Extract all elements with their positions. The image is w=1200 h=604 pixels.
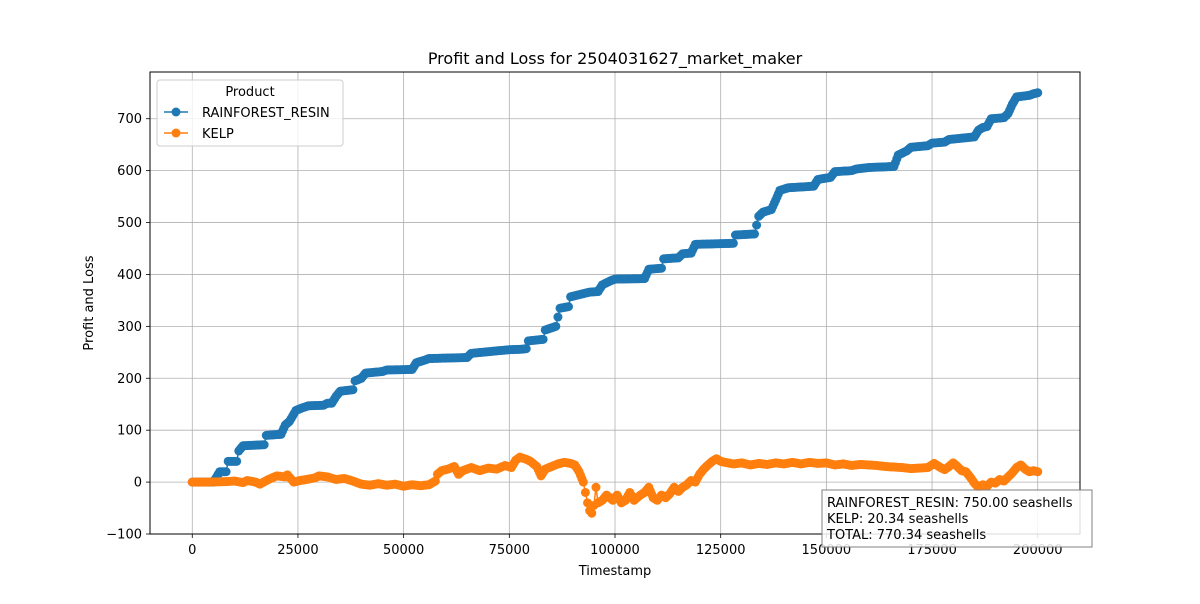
legend-label-rainforest-resin: RAINFOREST_RESIN [202,106,330,121]
legend-marker-rainforest-resin [171,107,181,117]
data-point-rainforest-resin [348,385,358,395]
legend: Product RAINFOREST_RESIN KELP [156,79,344,147]
data-point-rainforest-resin [564,302,573,312]
data-point-rainforest-resin [551,321,561,331]
data-point-rainforest-resin [521,344,531,354]
data-point-kelp [430,476,440,486]
pnl-summary-kelp: KELP: 20.34 seashells [827,512,969,527]
data-point-rainforest-resin [538,334,548,344]
data-point-kelp [1033,467,1043,477]
x-tick-label: 50000 [383,543,424,558]
data-point-rainforest-resin [752,220,762,230]
x-tick-label: 100000 [590,543,640,558]
y-axis-label: Profit and Loss [82,255,97,350]
data-point-kelp [578,477,588,487]
data-point-kelp [587,508,597,518]
data-point-rainforest-resin [221,467,231,477]
data-point-rainforest-resin [1033,88,1043,98]
series-kelp [187,452,1043,518]
pnl-summary-resin: RAINFOREST_RESIN: 750.00 seashells [827,496,1073,511]
y-tick-label: 300 [117,320,142,335]
y-tick-label: −100 [106,528,142,543]
data-point-rainforest-resin [657,263,666,273]
x-tick-label: 0 [188,543,196,558]
y-tick-label: 0 [134,476,142,491]
x-tick-label: 75000 [489,543,530,558]
y-tick-label: 700 [117,112,142,127]
series-layer [187,88,1043,518]
x-tick-label: 125000 [696,543,746,558]
legend-marker-kelp [171,128,181,138]
y-tick-label: 400 [117,268,142,283]
pnl-summary-frame [821,489,1093,548]
y-tick-label: 200 [117,372,142,387]
legend-box [156,79,344,147]
pnl-summary-total: TOTAL: 770.34 seashells [826,528,986,543]
data-point-kelp [580,487,590,497]
x-tick-label: 25000 [277,543,318,558]
data-point-rainforest-resin [750,229,759,239]
data-point-rainforest-resin [553,312,563,322]
y-tick-label: 600 [117,164,142,179]
data-point-kelp [591,482,601,492]
data-point-rainforest-resin [259,440,269,450]
pnl-summary-box: RAINFOREST_RESIN: 750.00 seashells KELP:… [821,489,1093,548]
data-point-rainforest-resin [728,238,738,248]
x-axis-label: Timestamp [578,564,652,579]
legend-title: Product [225,85,274,100]
y-tick-label: 500 [117,216,142,231]
chart-title: Profit and Loss for 2504031627_market_ma… [428,49,803,69]
data-point-rainforest-resin [232,456,242,466]
y-tick-label: 100 [117,424,142,439]
legend-label-kelp: KELP [202,127,234,142]
